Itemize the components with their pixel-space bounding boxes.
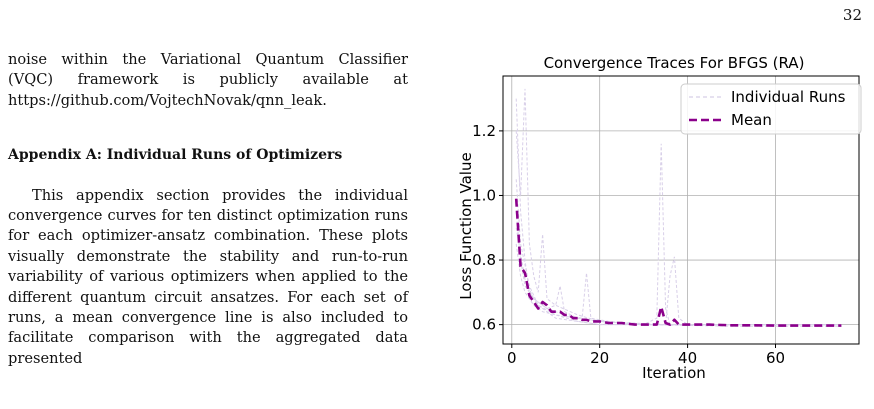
individual-run-line — [515, 143, 842, 326]
intro-paragraph: noise within the Variational Quantum Cla… — [8, 51, 408, 109]
left-column-text: noise within the Variational Quantum Cla… — [8, 50, 408, 369]
y-tick-label: 1.0 — [472, 186, 496, 204]
legend-label-individual-runs: Individual Runs — [731, 88, 846, 106]
y-axis-label: Loss Function Value — [457, 152, 475, 299]
mean-line-layer — [514, 198, 842, 327]
individual-run-line — [515, 227, 842, 326]
chart-svg: Convergence Traces For BFGS (RA) 0 20 40 60… — [457, 54, 862, 382]
mean-series-line — [514, 198, 842, 327]
legend-label-mean: Mean — [731, 111, 772, 129]
y-tick-label: 0.8 — [472, 251, 496, 269]
x-tick-label: 20 — [590, 349, 609, 367]
convergence-chart: Convergence Traces For BFGS (RA) 0 20 40 60… — [455, 48, 870, 400]
y-tick-label: 0.6 — [472, 316, 496, 334]
plot-frame — [502, 75, 860, 345]
chart-legend: Individual Runs Mean — [680, 83, 862, 135]
legend-box — [680, 83, 862, 135]
appendix-heading: Appendix A: Individual Runs of Optimizer… — [8, 147, 343, 164]
x-tick-label: 40 — [678, 349, 697, 367]
individual-run-line — [515, 243, 842, 327]
chart-title: Convergence Traces For BFGS (RA) — [544, 54, 805, 72]
page-number: 32 — [842, 6, 862, 24]
x-tick-label: 0 — [507, 349, 517, 367]
appendix-paragraph: This appendix section provides the indiv… — [8, 186, 408, 367]
axis-ticks: 0 20 40 60 0.6 0.8 1.0 1.2 — [472, 122, 785, 367]
x-tick-label: 60 — [766, 349, 785, 367]
x-axis-label: Iteration — [642, 364, 706, 382]
y-tick-label: 1.2 — [472, 122, 496, 140]
individual-run-line — [515, 211, 842, 326]
